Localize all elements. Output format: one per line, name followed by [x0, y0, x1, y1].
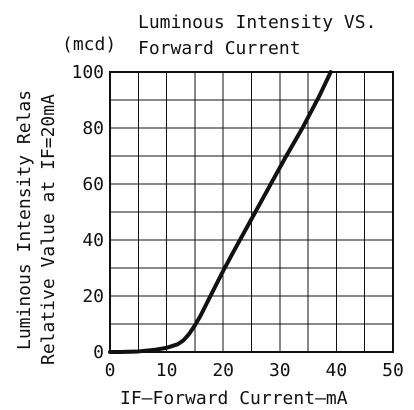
y-tick-label: 100 [71, 62, 104, 83]
x-tick-label: 40 [326, 360, 348, 381]
y-tick-label: 60 [82, 174, 104, 195]
x-tick-label: 20 [212, 360, 234, 381]
chart-title-line-1: Luminous Intensity VS. [138, 12, 376, 33]
series-line [108, 70, 333, 354]
y-tick-label: 40 [82, 230, 104, 251]
x-tick-label: 50 [382, 360, 404, 381]
tick-labels: 0 10 20 30 40 50 0 20 40 60 80 100 [71, 62, 403, 381]
x-tick-label: 0 [105, 360, 116, 381]
unit-label: (mcd) [62, 34, 116, 55]
grid [109, 71, 394, 353]
series-layer [108, 70, 333, 354]
y-tick-label: 80 [82, 118, 104, 139]
x-tick-label: 10 [156, 360, 178, 381]
x-axis-label: IF—Forward Current—mA [120, 388, 348, 409]
y-axis-label-line-2: Relative Value at IF=20mA [38, 94, 59, 365]
x-tick-label: 30 [269, 360, 291, 381]
chart-title-line-2: Forward Current [138, 38, 301, 59]
y-axis-label-line-1: Luminous Intensity Relas [14, 90, 35, 350]
plot-frame [109, 71, 394, 353]
y-tick-label: 0 [93, 342, 104, 363]
y-tick-label: 20 [82, 286, 104, 307]
